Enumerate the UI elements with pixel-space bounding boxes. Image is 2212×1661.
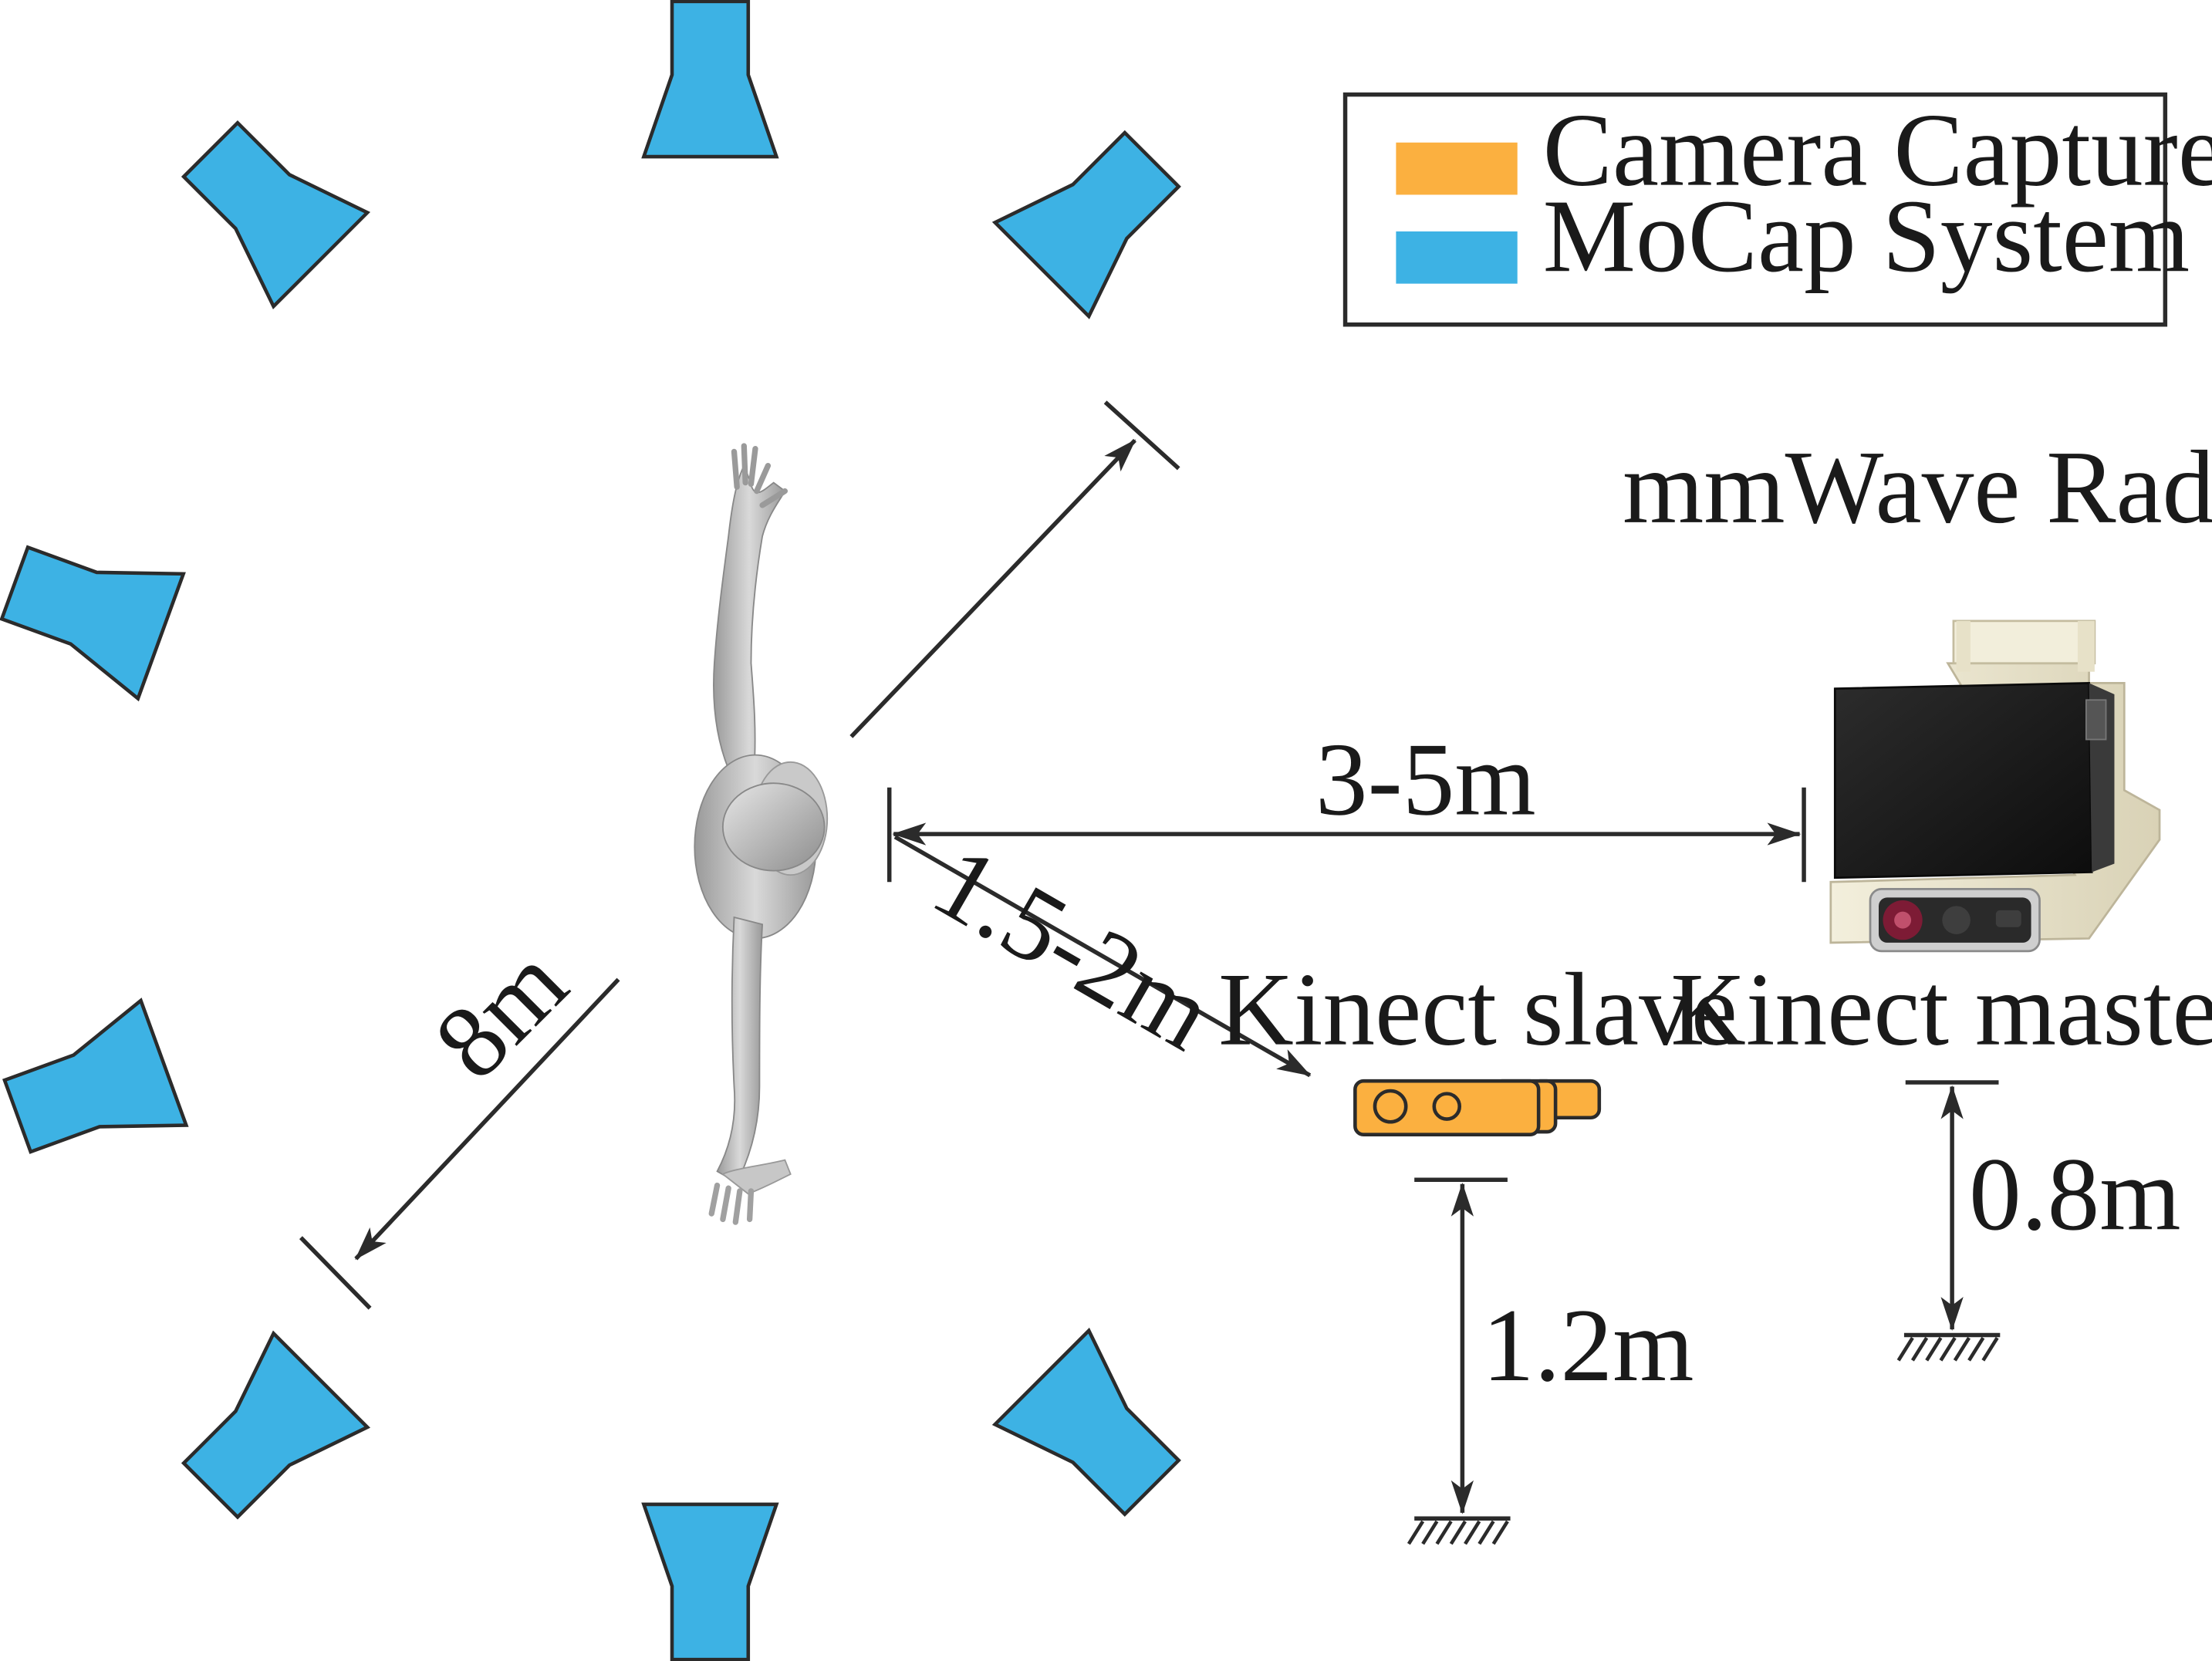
legend-label-mocap: MoCap System bbox=[1543, 178, 2190, 294]
ground-hatch-icon bbox=[1899, 1335, 2001, 1360]
mocap-camera-ring bbox=[0, 2, 1199, 1659]
master-height-label: 0.8m bbox=[1969, 1136, 2180, 1252]
mocap-camera-icon bbox=[164, 1333, 367, 1537]
legend-swatch-camera bbox=[1396, 142, 1518, 195]
mocap-camera-icon bbox=[643, 1504, 776, 1659]
mocap-camera-icon bbox=[995, 113, 1199, 316]
mocap-camera-icon bbox=[0, 1001, 186, 1178]
slave-range-label: 1.5-2m bbox=[915, 823, 1231, 1073]
radar-label: mmWave Radar bbox=[1623, 430, 2212, 545]
kinect-master-label: Kinect master bbox=[1670, 952, 2212, 1068]
radar-device-icon: mmWave Radar Kinect master bbox=[1623, 430, 2212, 1068]
mocap-camera-icon bbox=[643, 2, 776, 157]
ground-hatch-icon bbox=[1409, 1518, 1511, 1544]
legend-swatch-mocap bbox=[1396, 231, 1518, 284]
radar-range-label: 3-5m bbox=[1315, 721, 1536, 837]
kinect-slave: Kinect slave bbox=[1218, 952, 1738, 1136]
slave-height-dimension: 1.2m bbox=[1409, 1177, 1694, 1544]
legend-frame bbox=[1342, 92, 2168, 327]
diameter-label: 8m bbox=[413, 924, 589, 1100]
legend: Camera Capture System MoCap System bbox=[1342, 92, 2212, 327]
slave-height-label: 1.2m bbox=[1482, 1288, 1694, 1403]
mocap-camera-icon bbox=[164, 103, 367, 306]
kinect-camera-icon bbox=[1353, 1079, 1602, 1136]
human-figure-icon bbox=[694, 443, 829, 1225]
mocap-camera-icon bbox=[0, 521, 184, 698]
legend-label-camera: Camera Capture System bbox=[1543, 93, 2212, 208]
kinect-slave-label: Kinect slave bbox=[1218, 952, 1738, 1068]
mocap-camera-icon bbox=[995, 1331, 1199, 1534]
radar-range-dimension: 3-5m bbox=[886, 721, 1806, 883]
master-height-dimension: 0.8m bbox=[1899, 1080, 2181, 1360]
